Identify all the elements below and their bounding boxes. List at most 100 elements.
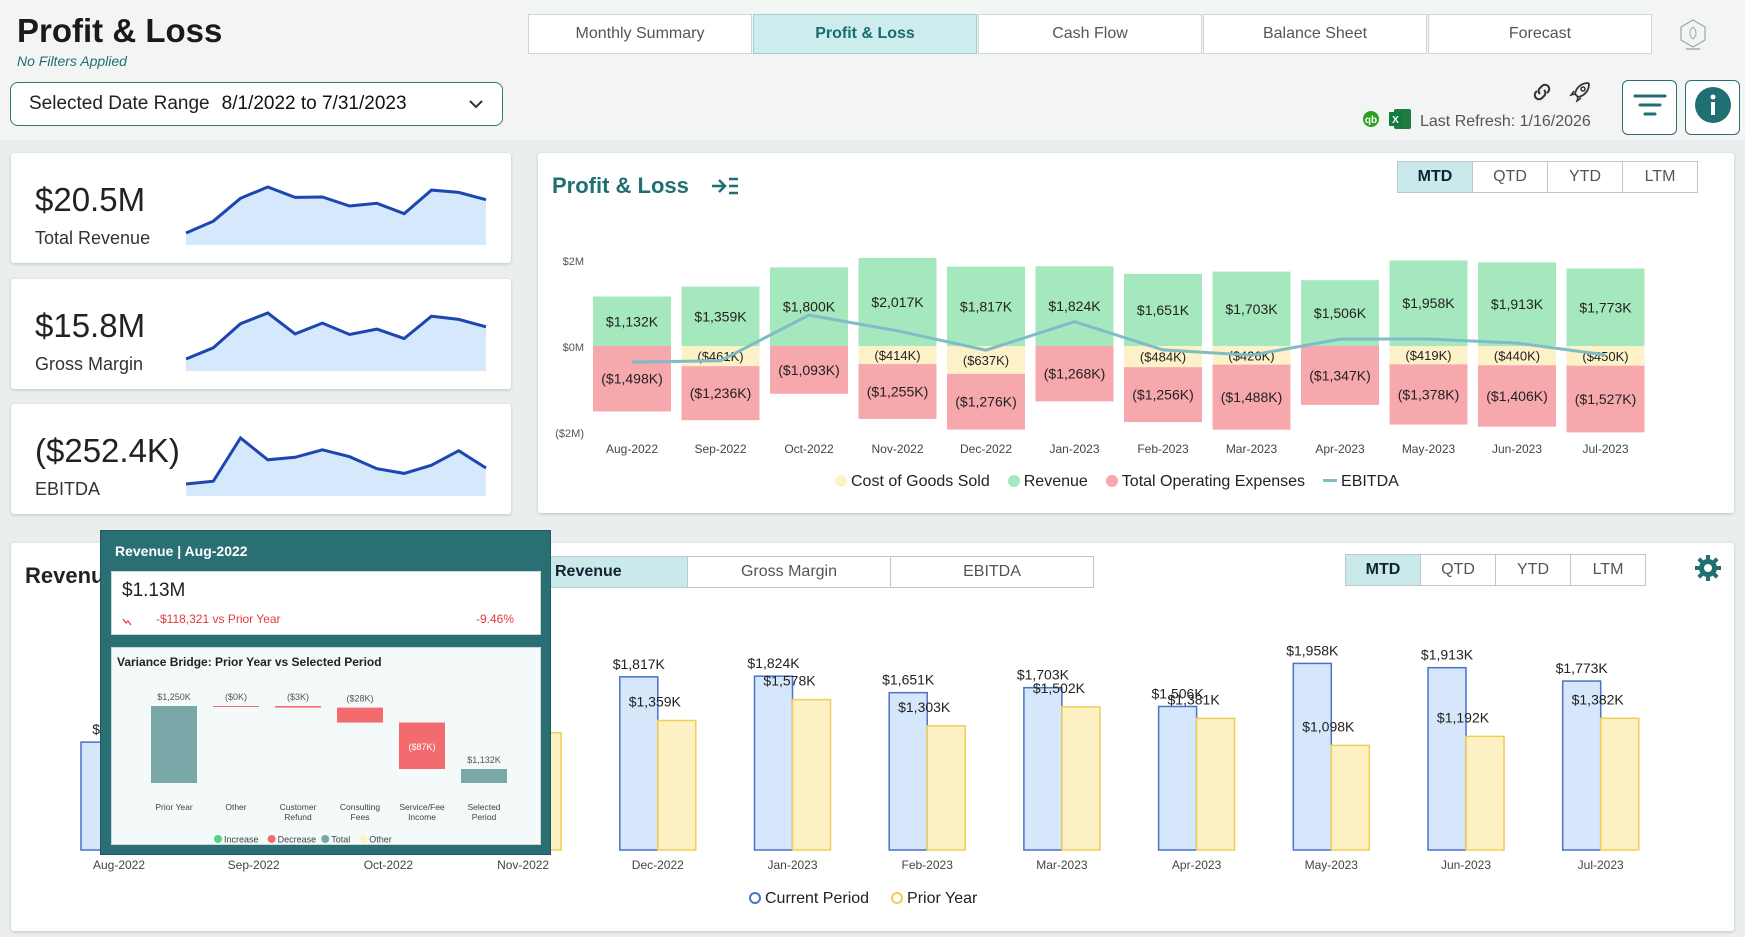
rev-period-selector: MTD QTD YTD LTM xyxy=(1345,554,1646,586)
revenue-bar xyxy=(947,266,1025,346)
rev-metric-tabs: Revenue Gross Margin EBITDA xyxy=(548,556,1094,588)
bridge-bar xyxy=(399,722,445,769)
logo-icon xyxy=(1678,18,1708,52)
opex-bar-label: ($1,406K) xyxy=(1486,388,1547,404)
revenue-bar xyxy=(1212,271,1291,346)
bridge-bar-label: ($28K) xyxy=(346,694,373,704)
rev-panel-title: Revenu xyxy=(25,563,105,588)
x-tick-label: Jun-2023 xyxy=(1492,442,1542,456)
sparkline-line xyxy=(185,185,487,235)
bridge-legend-label: Increase xyxy=(224,835,259,845)
prior-year-bar xyxy=(1599,717,1640,851)
bridge-x-label: Selected xyxy=(467,802,500,812)
date-range-selector[interactable]: Selected Date Range 8/1/2022 to 7/31/202… xyxy=(10,82,503,126)
bridge-x-label: Fees xyxy=(351,812,370,822)
prior-year-bar xyxy=(1195,717,1236,851)
filter-note: No Filters Applied xyxy=(17,53,127,69)
current-period-bar xyxy=(1561,680,1602,851)
opex-bar-label: ($1,255K) xyxy=(867,384,928,400)
rev-legend: Current Period Prior Year xyxy=(749,890,977,908)
info-button[interactable] xyxy=(1685,80,1740,135)
current-period-label: $1,913K xyxy=(1421,647,1474,663)
cogs-bar xyxy=(1478,346,1556,366)
rocket-icon[interactable] xyxy=(1568,80,1592,109)
cogs-bar-label: ($440K) xyxy=(1494,349,1540,364)
revenue-bar xyxy=(770,267,848,346)
kpi-value: $20.5M xyxy=(35,181,146,218)
bridge-bar xyxy=(151,706,197,783)
rev-tab-gross-margin[interactable]: Gross Margin xyxy=(687,556,891,588)
x-tick-label: Dec-2022 xyxy=(632,858,684,872)
current-period-label: $1,651K xyxy=(882,672,935,688)
sparkline-area xyxy=(186,313,486,371)
prior-year-bar xyxy=(1465,735,1505,851)
pl-period-selector: MTD QTD YTD LTM xyxy=(1397,161,1698,193)
bridge-bar xyxy=(461,769,507,783)
x-tick-label: Oct-2022 xyxy=(364,858,414,872)
pl-period-ytd[interactable]: YTD xyxy=(1547,161,1623,193)
opex-bar xyxy=(858,364,937,419)
opex-bar xyxy=(1478,365,1556,427)
tab-profit-loss[interactable]: Profit & Loss xyxy=(753,14,977,54)
revenue-bar-label: $1,359K xyxy=(694,308,747,324)
revenue-bar-label: $1,651K xyxy=(1137,302,1190,318)
rev-period-ltm[interactable]: LTM xyxy=(1570,554,1646,586)
prior-year-bar xyxy=(791,698,832,851)
y-tick-label: ($2M) xyxy=(555,428,584,440)
pl-period-ltm[interactable]: LTM xyxy=(1622,161,1698,193)
bridge-legend-label: Other xyxy=(369,835,392,845)
gear-icon[interactable] xyxy=(1693,553,1723,588)
bridge-bar-label: $1,250K xyxy=(157,692,191,702)
pl-period-qtd[interactable]: QTD xyxy=(1472,161,1548,193)
pl-period-mtd[interactable]: MTD xyxy=(1397,161,1473,193)
kpi-value: ($252.4K) xyxy=(35,432,180,469)
expand-icon[interactable] xyxy=(710,175,740,202)
legend-item-current-period: Current Period xyxy=(749,890,869,908)
bridge-legend-dot xyxy=(267,835,276,843)
current-period-label: $1,703K xyxy=(1017,667,1070,683)
link-icon[interactable] xyxy=(1530,80,1554,109)
prior-year-label: $1,192K xyxy=(1437,709,1490,725)
revenue-bar-label: $1,824K xyxy=(1048,298,1101,314)
opex-bar xyxy=(947,373,1025,430)
bridge-legend-dot xyxy=(359,835,368,843)
x-tick-label: Feb-2023 xyxy=(1137,442,1189,456)
rev-period-ytd[interactable]: YTD xyxy=(1495,554,1571,586)
pl-legend: Cost of Goods Sold Revenue Total Operati… xyxy=(835,473,1399,491)
tab-forecast[interactable]: Forecast xyxy=(1428,14,1652,54)
x-tick-label: Nov-2022 xyxy=(497,858,549,872)
cogs-bar-label: ($450K) xyxy=(1582,349,1628,364)
bridge-x-label: Prior Year xyxy=(155,802,192,812)
tooltip-variance: -$118,321 xyxy=(156,612,210,626)
tab-cash-flow[interactable]: Cash Flow xyxy=(978,14,1202,54)
bridge-bar-label: ($87K) xyxy=(408,742,435,752)
revenue-bar xyxy=(1301,280,1379,346)
prior-year-label: $1,359K xyxy=(629,693,682,709)
opex-bar-label: ($1,276K) xyxy=(955,394,1016,410)
sparkline-line xyxy=(185,311,487,361)
rev-tab-ebitda[interactable]: EBITDA xyxy=(890,556,1094,588)
bridge-bar-label: ($3K) xyxy=(287,692,309,702)
opex-bar-label: ($1,527K) xyxy=(1575,391,1636,407)
kpi-value: $15.8M xyxy=(35,307,146,344)
rev-tab-revenue[interactable]: Revenue xyxy=(548,556,688,588)
current-period-bar xyxy=(1427,666,1467,851)
kpi-gross-margin: $15.8M Gross Margin xyxy=(11,279,511,389)
current-period-bar xyxy=(753,675,794,851)
bridge-x-label: Customer xyxy=(280,802,317,812)
bridge-bar xyxy=(213,706,259,707)
sparkline-ebitda xyxy=(185,435,487,496)
opex-bar-label: ($1,488K) xyxy=(1221,389,1282,405)
rev-period-qtd[interactable]: QTD xyxy=(1420,554,1496,586)
tab-balance-sheet[interactable]: Balance Sheet xyxy=(1203,14,1427,54)
rev-period-mtd[interactable]: MTD xyxy=(1345,554,1421,586)
prior-year-bar xyxy=(1330,744,1371,851)
prior-year-bar xyxy=(1061,706,1101,851)
opex-bar-label: ($1,093K) xyxy=(778,362,839,378)
filter-button[interactable] xyxy=(1622,80,1677,135)
refresh-status: qb X Last Refresh: 1/16/2026 xyxy=(1362,108,1591,135)
bridge-x-label: Other xyxy=(225,802,246,812)
tab-monthly-summary[interactable]: Monthly Summary xyxy=(528,14,752,54)
x-tick-label: Sep-2022 xyxy=(694,442,746,456)
opex-bar xyxy=(1035,346,1114,402)
